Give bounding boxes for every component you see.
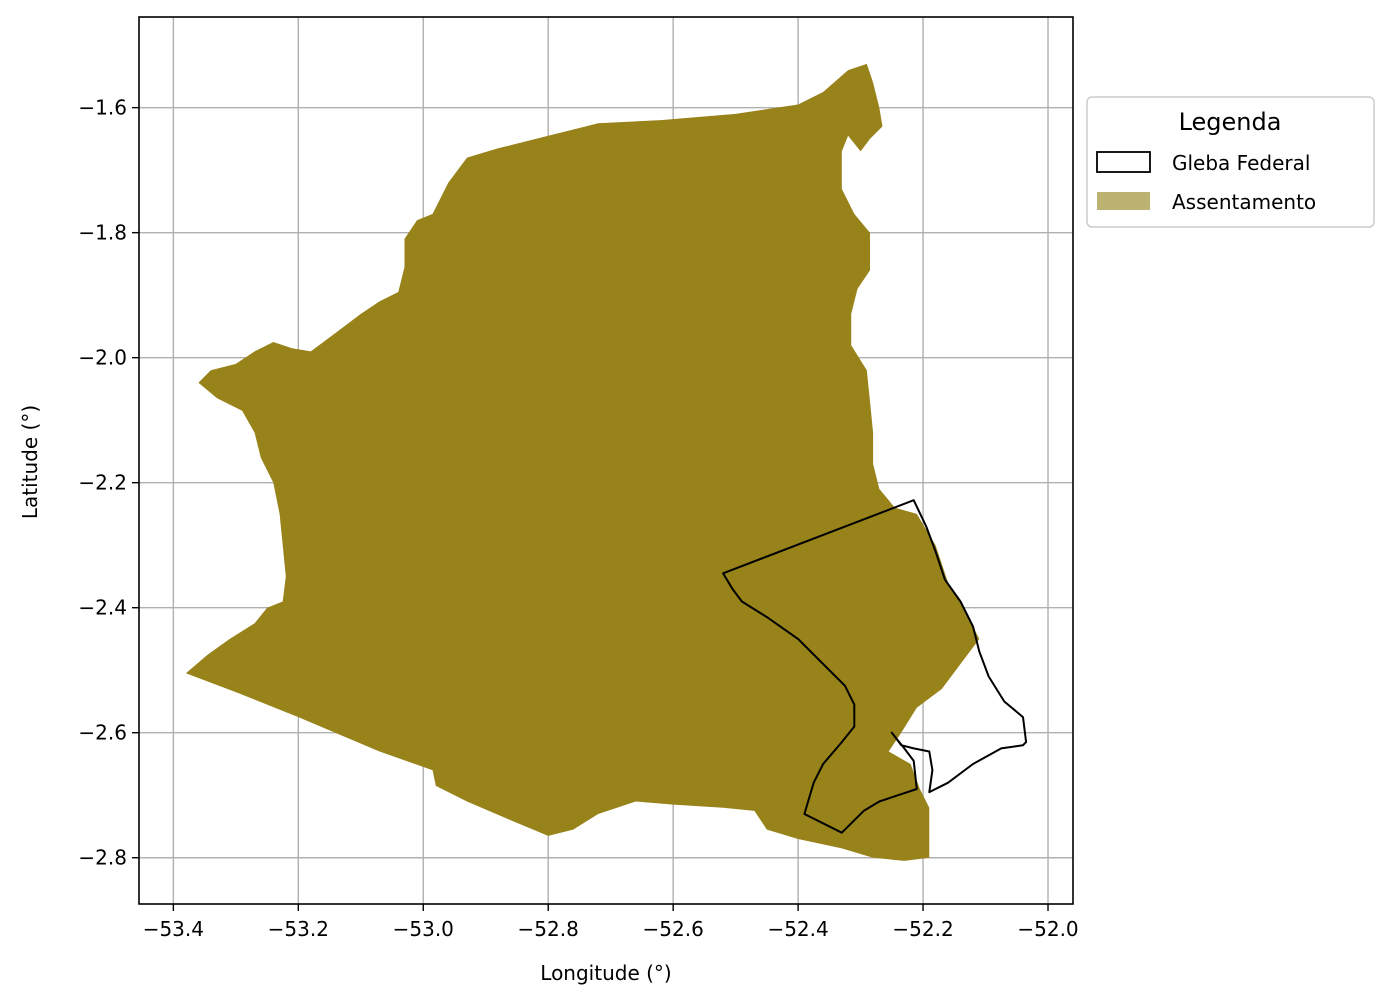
gleba-federal-polygon [722, 499, 1028, 834]
x-tick-label: −52.6 [643, 917, 704, 941]
x-tick-label: −52.4 [767, 917, 828, 941]
y-tick-label: −2.6 [78, 721, 127, 745]
x-axis-title: Longitude (°) [540, 961, 671, 985]
legend-title: Legenda [1179, 108, 1282, 136]
x-tick-label: −52.2 [892, 917, 953, 941]
y-tick-label: −2.0 [78, 346, 127, 370]
legend-label-assentamento: Assentamento [1172, 190, 1316, 214]
legend-label-gleba-federal: Gleba Federal [1172, 151, 1310, 175]
x-tick-label: −52.8 [518, 917, 579, 941]
gleba-federal-swatch [1096, 151, 1151, 173]
y-tick-label: −1.6 [78, 96, 127, 120]
x-tick-label: −53.2 [268, 917, 329, 941]
y-tick-label: −2.8 [78, 846, 127, 870]
y-axis-ticks: −1.6 −1.8 −2.0 −2.2 −2.4 −2.6 −2.8 [78, 96, 139, 870]
x-tick-label: −52.0 [1017, 917, 1078, 941]
x-tick-label: −53.4 [143, 917, 204, 941]
assentamento-swatch [1097, 192, 1150, 210]
y-tick-label: −2.2 [78, 471, 127, 495]
plot-frame [138, 16, 1074, 905]
y-tick-label: −1.8 [78, 221, 127, 245]
x-tick-label: −53.0 [393, 917, 454, 941]
map-layers [185, 63, 1028, 861]
y-tick-label: −2.4 [78, 596, 127, 620]
legend: Legenda Gleba Federal Assentamento [1086, 96, 1375, 228]
legend-box [1086, 96, 1375, 228]
y-axis-title: Latitude (°) [18, 405, 42, 519]
assentamento-polygon [185, 63, 980, 861]
x-axis-ticks: −53.4 −53.2 −53.0 −52.8 −52.6 −52.4 −52.2 −52.0 [143, 904, 1079, 941]
